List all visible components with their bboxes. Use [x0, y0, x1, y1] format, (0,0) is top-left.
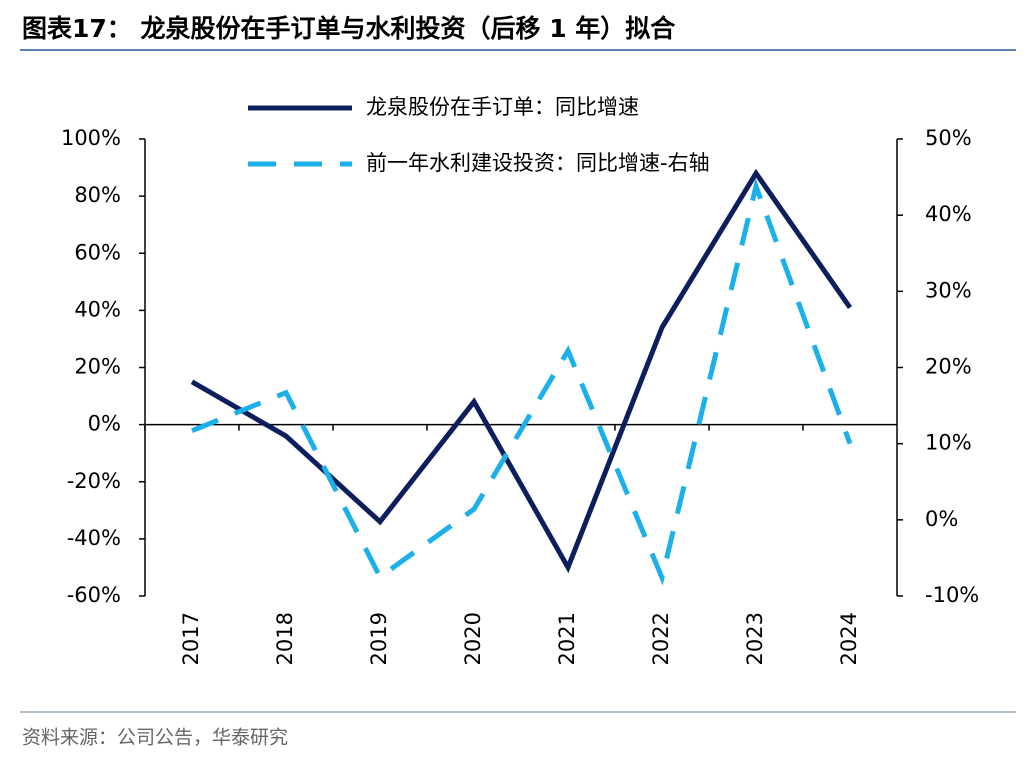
x-tick-label: 2021 — [555, 612, 579, 665]
y2-tick-label: 50% — [925, 126, 972, 150]
y2-tick-label: 20% — [925, 355, 972, 379]
y2-tick-label: 40% — [925, 202, 972, 226]
series-line — [191, 177, 853, 586]
y2-tick-label: 30% — [925, 278, 972, 302]
legend-label: 前一年水利建设投资：同比增速-右轴 — [366, 151, 710, 175]
x-tick-label: 2020 — [461, 612, 485, 665]
x-tick-label: 2017 — [179, 612, 203, 665]
y-tick-label: 100% — [61, 126, 121, 150]
y-tick-label: 60% — [74, 240, 121, 264]
x-tick-label: 2022 — [649, 612, 673, 665]
y2-tick-label: 0% — [925, 507, 958, 531]
x-tick-label: 2018 — [273, 612, 297, 665]
y-tick-label: -40% — [67, 526, 121, 550]
chart-title: 图表17： 龙泉股份在手订单与水利投资（后移 1 年）拟合 — [22, 14, 676, 43]
source: 资料来源：公司公告，华泰研究 — [22, 727, 288, 749]
y-tick-label: -60% — [67, 583, 121, 607]
x-tick-label: 2024 — [837, 612, 861, 665]
legend-label: 龙泉股份在手订单：同比增速 — [366, 95, 639, 119]
y2-tick-label: 10% — [925, 431, 972, 455]
y-tick-label: 0% — [88, 412, 121, 436]
series-line — [190, 168, 853, 574]
x-tick-label: 2023 — [743, 612, 767, 665]
x-tick-label: 2019 — [367, 612, 391, 665]
y-tick-label: 20% — [74, 355, 121, 379]
y-tick-label: -20% — [67, 469, 121, 493]
y-tick-label: 80% — [74, 183, 121, 207]
y2-tick-label: -10% — [925, 583, 979, 607]
y-tick-label: 40% — [74, 297, 121, 321]
